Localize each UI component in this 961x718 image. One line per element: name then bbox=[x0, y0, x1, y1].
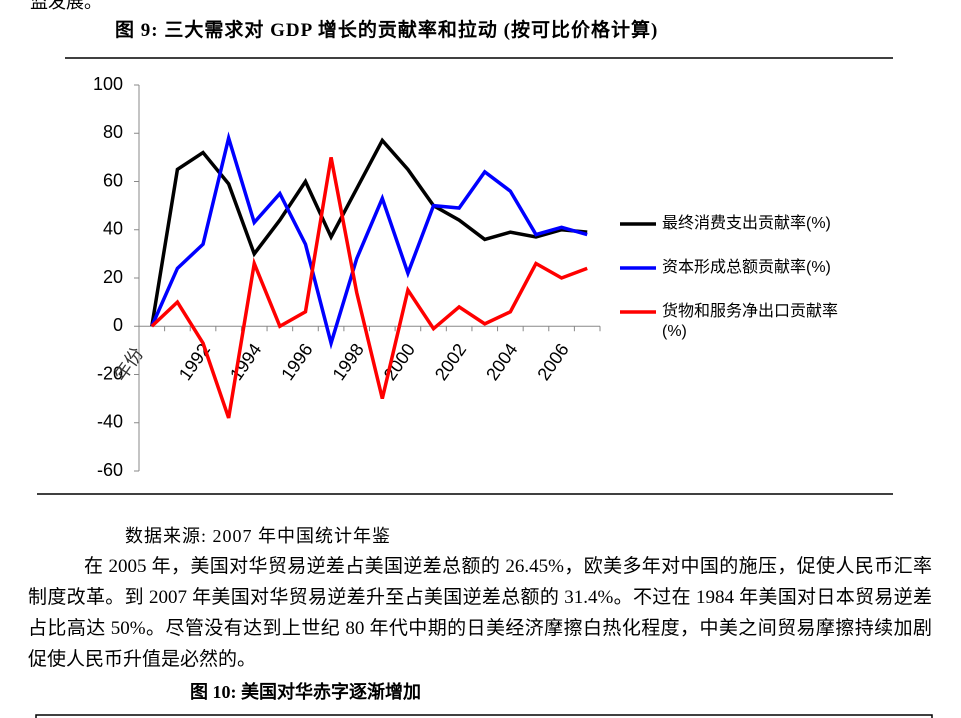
y-tick-label: 20 bbox=[103, 267, 123, 287]
y-tick-label: -40 bbox=[97, 412, 123, 432]
y-tick-label: -60 bbox=[97, 460, 123, 480]
legend-label: 货物和服务净出口贡献率(%) bbox=[662, 303, 839, 340]
figure-caption: 图 9: 三大需求对 GDP 增长的贡献率和拉动 (按可比价格计算) bbox=[115, 20, 659, 41]
body-paragraph: 在 2005 年，美国对华贸易逆差占美国逆差总额的 26.45%，欧美多年对中国… bbox=[28, 556, 932, 670]
next-figure-frame bbox=[35, 714, 933, 718]
top-fragment: 监发展。 bbox=[30, 0, 102, 12]
legend-label: 资本形成总额贡献率(%) bbox=[662, 259, 831, 276]
x-tick-label: 2004 bbox=[482, 340, 521, 384]
y-tick-label: 40 bbox=[103, 219, 123, 239]
y-tick-label: 80 bbox=[103, 122, 123, 142]
x-tick-label: 1994 bbox=[226, 340, 265, 384]
source-note: 数据来源: 2007 年中国统计年鉴 bbox=[125, 526, 391, 546]
y-tick-label: 60 bbox=[103, 170, 123, 190]
x-tick-label: 2002 bbox=[431, 340, 470, 384]
x-tick-label: 1998 bbox=[329, 340, 368, 384]
next-caption: 图 10: 美国对华赤字逐渐增加 bbox=[190, 682, 421, 702]
legend-label: 最终消费支出贡献率(%) bbox=[662, 215, 831, 232]
x-tick-label: 1996 bbox=[277, 340, 316, 384]
y-tick-label: 100 bbox=[93, 74, 123, 94]
series-line bbox=[150, 137, 588, 327]
y-tick-label: 0 bbox=[113, 315, 123, 335]
series-line bbox=[150, 157, 588, 419]
y-tick-label: -20 bbox=[97, 363, 123, 383]
series-line bbox=[150, 131, 588, 350]
x-tick-label: 2006 bbox=[533, 340, 572, 384]
